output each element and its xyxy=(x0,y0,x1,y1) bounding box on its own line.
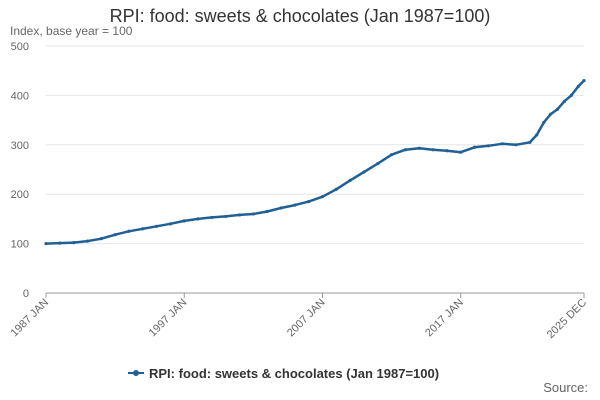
data-point xyxy=(85,239,90,243)
data-point xyxy=(334,187,338,191)
legend-item-label[interactable]: RPI: food: sweets & chocolates (Jan 1987… xyxy=(149,366,439,381)
data-point xyxy=(265,209,269,214)
data-point xyxy=(113,233,117,237)
data-point xyxy=(72,241,76,245)
x-tick-label: 2025 DEC xyxy=(545,297,589,341)
data-point xyxy=(548,112,553,116)
data-point xyxy=(154,224,159,228)
x-tick-label: 1987 JAN xyxy=(8,297,51,340)
series-line[interactable] xyxy=(45,79,585,245)
data-point xyxy=(514,143,518,147)
chart-title: RPI: food: sweets & chocolates (Jan 1987… xyxy=(109,6,491,26)
data-point xyxy=(555,107,560,111)
data-point xyxy=(58,241,62,245)
gridlines xyxy=(46,45,584,245)
data-point xyxy=(562,99,567,103)
x-tick-label: 2017 JAN xyxy=(423,297,466,340)
data-point xyxy=(99,237,103,241)
y-tick-label: 500 xyxy=(11,41,29,53)
data-point xyxy=(431,148,435,152)
data-point xyxy=(251,212,255,216)
legend[interactable]: RPI: food: sweets & chocolates (Jan 1987… xyxy=(128,366,439,381)
series-layer xyxy=(44,78,586,246)
data-point xyxy=(182,219,186,223)
data-point xyxy=(403,148,408,152)
data-point xyxy=(196,217,200,221)
data-point xyxy=(376,161,380,166)
data-point xyxy=(307,200,311,204)
data-point xyxy=(535,133,539,137)
data-point xyxy=(486,144,490,148)
data-point xyxy=(582,78,586,83)
data-point xyxy=(44,242,48,246)
data-point xyxy=(417,146,421,150)
y-tick-label: 0 xyxy=(23,288,29,300)
y-tick-label: 200 xyxy=(11,189,29,201)
data-point xyxy=(237,213,242,217)
x-tick-label: 2007 JAN xyxy=(285,297,328,340)
chart-subtitle: Index, base year = 100 xyxy=(10,24,133,38)
data-point xyxy=(210,215,214,220)
data-point xyxy=(569,93,573,97)
y-axis-ticks: 0 100 200 300 400 500 xyxy=(11,41,29,300)
data-point xyxy=(279,206,283,210)
y-tick-label: 100 xyxy=(11,239,29,251)
data-point xyxy=(320,195,325,199)
y-tick-label: 400 xyxy=(11,90,29,102)
y-tick-label: 300 xyxy=(11,140,29,152)
data-point xyxy=(127,229,131,233)
x-tick-label: 1997 JAN xyxy=(147,297,190,340)
data-point xyxy=(224,214,228,219)
data-point xyxy=(168,222,173,226)
data-point xyxy=(576,84,580,89)
data-point xyxy=(293,203,297,207)
x-axis-ticks: 1987 JAN 1997 JAN 2007 JAN 2017 JAN 2025 DEC xyxy=(8,293,589,341)
legend-dot-marker xyxy=(133,370,139,376)
data-point xyxy=(459,150,463,154)
data-point xyxy=(472,145,477,149)
data-point xyxy=(390,153,394,157)
source-label: Source: xyxy=(543,380,588,395)
data-point xyxy=(445,149,449,153)
data-point xyxy=(500,142,504,146)
data-point xyxy=(141,227,145,231)
data-point xyxy=(542,120,546,125)
data-point xyxy=(528,140,532,144)
data-point xyxy=(348,178,352,182)
data-point xyxy=(362,170,366,174)
